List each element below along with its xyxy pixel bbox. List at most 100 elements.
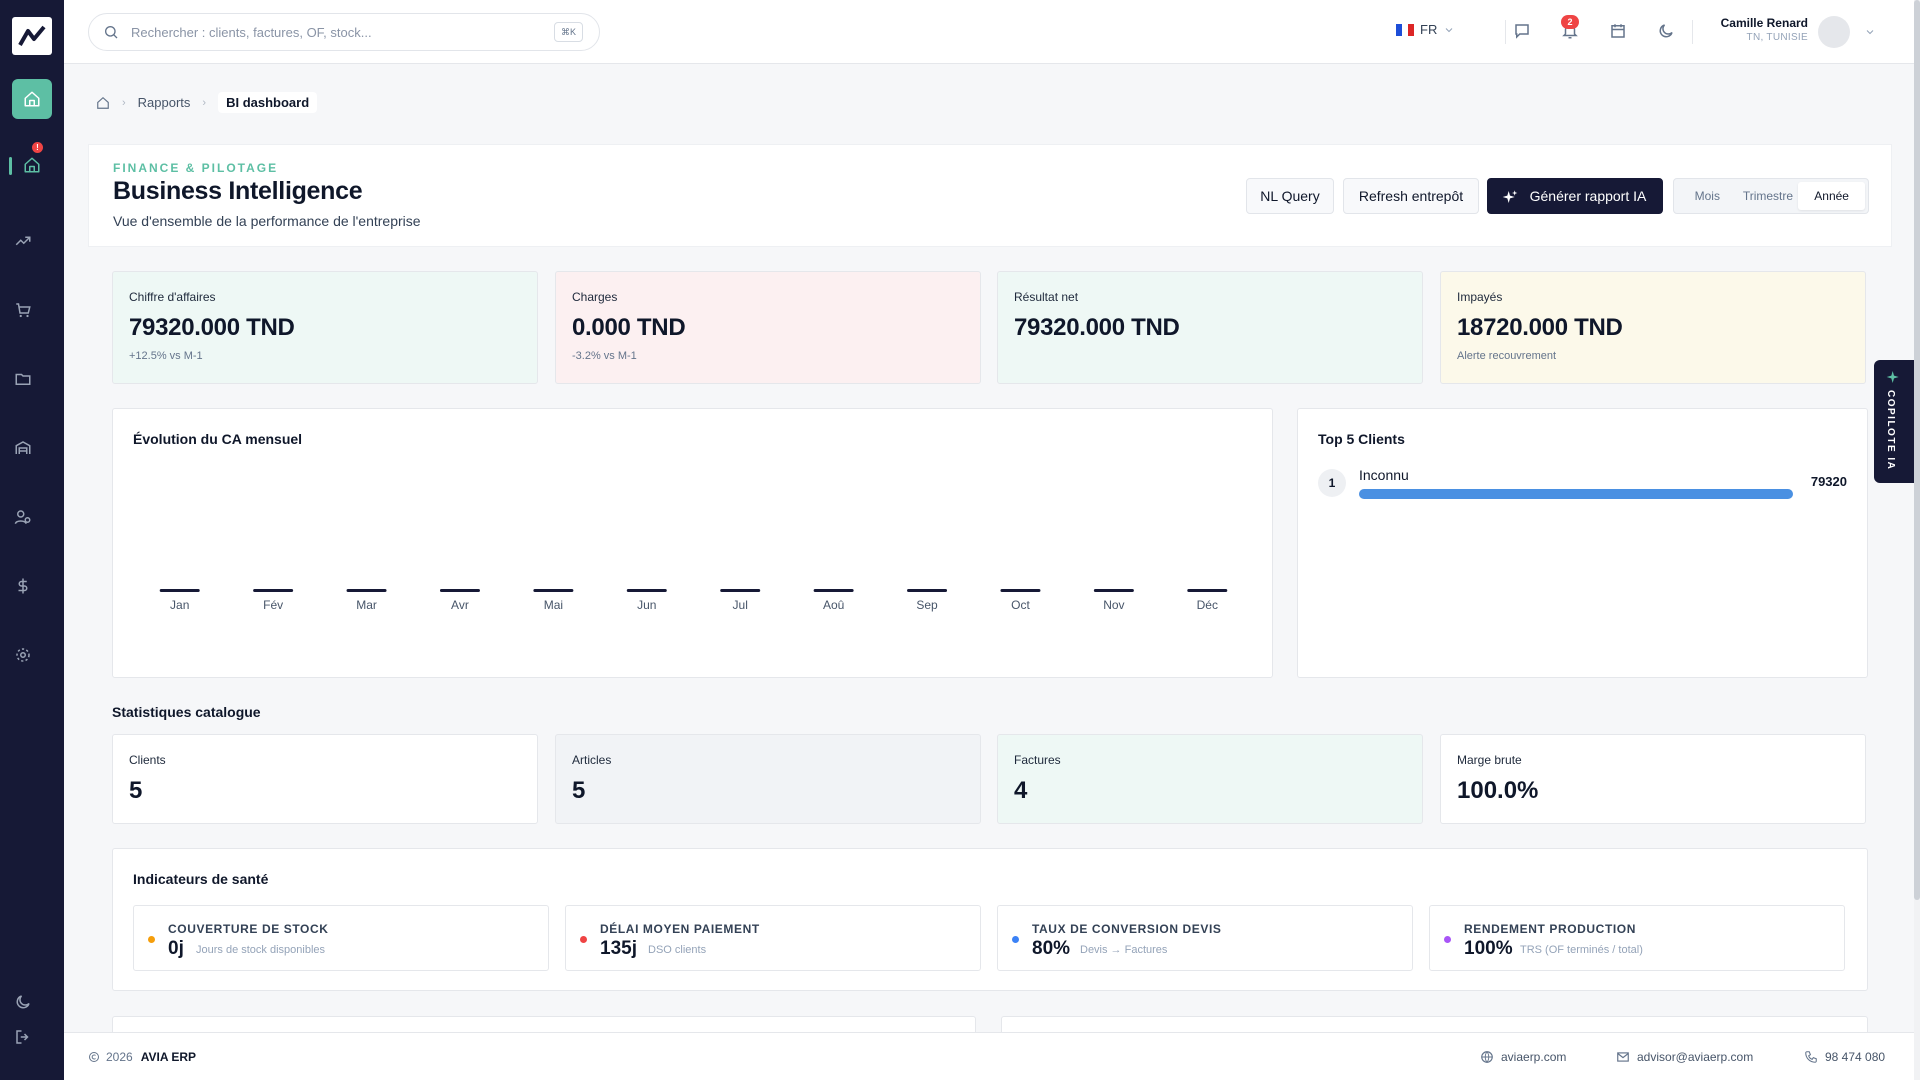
breadcrumb-separator: ›	[122, 96, 126, 109]
health-item-stock: COUVERTURE DE STOCK 0j Jours de stock di…	[133, 905, 549, 971]
mail-icon	[1617, 1052, 1629, 1062]
divider	[1692, 20, 1693, 44]
bar-aoû[interactable]	[813, 589, 854, 592]
refresh-warehouse-button[interactable]: Refresh entrepôt	[1343, 178, 1479, 214]
health-item-production: RENDEMENT PRODUCTION 100% TRS (OF termin…	[1429, 905, 1845, 971]
bar-oct[interactable]	[1000, 589, 1041, 592]
x-tick-label: Mar	[356, 598, 377, 612]
health-label: TAUX DE CONVERSION DEVIS	[1032, 922, 1222, 936]
status-dot	[1012, 936, 1019, 943]
scroll-thumb[interactable]	[1914, 0, 1920, 900]
kpi-label: Chiffre d'affaires	[129, 290, 216, 304]
health-value: 0j	[168, 938, 184, 959]
x-tick-label: Jun	[637, 598, 656, 612]
kpi-card-revenue: Chiffre d'affaires 79320.000 TND +12.5% …	[112, 271, 538, 384]
moon-icon[interactable]	[1657, 22, 1675, 40]
client-bar-track	[1359, 489, 1793, 499]
stat-label: Articles	[572, 753, 612, 767]
x-tick-label: Avr	[451, 598, 469, 612]
search-input[interactable]	[131, 24, 551, 40]
page-subtitle: Vue d'ensemble de la performance de l'en…	[113, 213, 421, 229]
client-name[interactable]: Inconnu	[1359, 467, 1409, 483]
health-label: RENDEMENT PRODUCTION	[1464, 922, 1637, 936]
generate-ai-report-label: Générer rapport IA	[1529, 188, 1647, 204]
sidebar-item-home[interactable]	[12, 79, 52, 119]
chevron-down-icon[interactable]	[1864, 26, 1876, 38]
period-year[interactable]: Année	[1798, 182, 1865, 210]
health-label: DÉLAI MOYEN PAIEMENT	[600, 922, 760, 936]
footer-year: 2026	[106, 1050, 133, 1064]
stat-card-factures: Factures 4	[997, 734, 1423, 824]
search-icon	[105, 26, 118, 39]
cart-icon[interactable]	[14, 301, 32, 319]
kpi-label: Impayés	[1457, 290, 1503, 304]
bar-jun[interactable]	[626, 589, 667, 592]
kpi-value: 79320.000 TND	[129, 314, 295, 341]
bar-mai[interactable]	[533, 589, 574, 592]
search-bar[interactable]: ⌘K	[88, 13, 600, 51]
footer-email[interactable]: advisor@aviaerp.com	[1616, 1050, 1753, 1064]
trending-icon[interactable]	[14, 232, 32, 250]
home-icon[interactable]	[96, 96, 110, 110]
chart-title: Évolution du CA mensuel	[133, 431, 303, 447]
stat-card-clients: Clients 5	[112, 734, 538, 824]
copilot-tab[interactable]: COPILOTE IA	[1874, 360, 1914, 483]
gear-icon[interactable]	[14, 646, 32, 664]
footer-phone-label: 98 474 080	[1825, 1050, 1886, 1064]
stat-label: Factures	[1014, 753, 1061, 767]
x-tick-label: Fév	[263, 598, 283, 612]
scrollbar[interactable]	[1914, 0, 1920, 1080]
calendar-icon[interactable]	[1609, 22, 1627, 40]
bar-jan[interactable]	[159, 589, 200, 592]
language-selector[interactable]: FR	[1396, 22, 1455, 37]
top-clients-card: Top 5 Clients 1 Inconnu 79320	[1297, 408, 1868, 678]
footer-website-label: aviaerp.com	[1501, 1050, 1567, 1064]
bar-jul[interactable]	[720, 589, 761, 592]
revenue-chart: Jan Fév Mar Avr Mai Jun Jul Aoû Sep Oct Nov Déc	[159, 589, 1228, 612]
kpi-value: 0.000 TND	[572, 314, 686, 341]
generate-ai-report-button[interactable]: Générer rapport IA	[1487, 178, 1663, 214]
status-dot	[1444, 936, 1451, 943]
period-month[interactable]: Mois	[1694, 189, 1720, 203]
health-indicators-card: Indicateurs de santé COUVERTURE DE STOCK…	[112, 848, 1868, 991]
moon-icon[interactable]	[14, 993, 32, 1011]
logout-icon[interactable]	[14, 1028, 32, 1046]
breadcrumb-current: BI dashboard	[218, 92, 318, 113]
breadcrumb-separator: ›	[202, 96, 207, 109]
divider	[1505, 20, 1506, 44]
warehouse-icon[interactable]	[14, 439, 32, 457]
kpi-note: -3.2% vs M-1	[572, 350, 637, 362]
avatar[interactable]	[1818, 16, 1850, 48]
dollar-icon[interactable]	[14, 577, 32, 595]
users-icon[interactable]	[14, 508, 32, 526]
bar-fév[interactable]	[253, 589, 294, 592]
bar-sep[interactable]	[907, 589, 948, 592]
user-menu[interactable]: Camille Renard TN, TUNISIE	[1721, 16, 1808, 43]
kpi-note: Alerte recouvrement	[1457, 350, 1557, 362]
sidebar-item-dashboard[interactable]	[12, 145, 52, 185]
chat-icon[interactable]	[1513, 22, 1531, 40]
folder-icon[interactable]	[14, 370, 32, 388]
bar-nov[interactable]	[1093, 589, 1134, 592]
period-selector: Mois Trimestre Année	[1673, 178, 1869, 214]
nl-query-button[interactable]: NL Query	[1246, 178, 1334, 214]
bar-déc[interactable]	[1187, 589, 1228, 592]
bar-mar[interactable]	[346, 589, 387, 592]
kpi-label: Charges	[572, 290, 618, 304]
breadcrumb-item-rapports[interactable]: Rapports	[137, 95, 191, 110]
app-logo[interactable]	[12, 17, 52, 55]
page-eyebrow: FINANCE & PILOTAGE	[113, 161, 279, 175]
footer-phone[interactable]: 98 474 080	[1804, 1050, 1885, 1064]
footer-brand: AVIA ERP	[140, 1050, 197, 1064]
copyright-icon	[89, 1052, 99, 1062]
stat-value: 5	[129, 777, 143, 804]
kpi-value: 18720.000 TND	[1457, 314, 1623, 341]
copilot-label: COPILOTE IA	[1885, 390, 1896, 471]
kpi-label: Résultat net	[1014, 290, 1079, 304]
sparkle-icon	[1886, 371, 1899, 383]
status-dot	[148, 936, 155, 943]
health-desc: Jours de stock disponibles	[196, 944, 326, 956]
footer-website[interactable]: aviaerp.com	[1480, 1050, 1566, 1064]
bar-avr[interactable]	[439, 589, 480, 592]
period-quarter[interactable]: Trimestre	[1742, 189, 1794, 203]
